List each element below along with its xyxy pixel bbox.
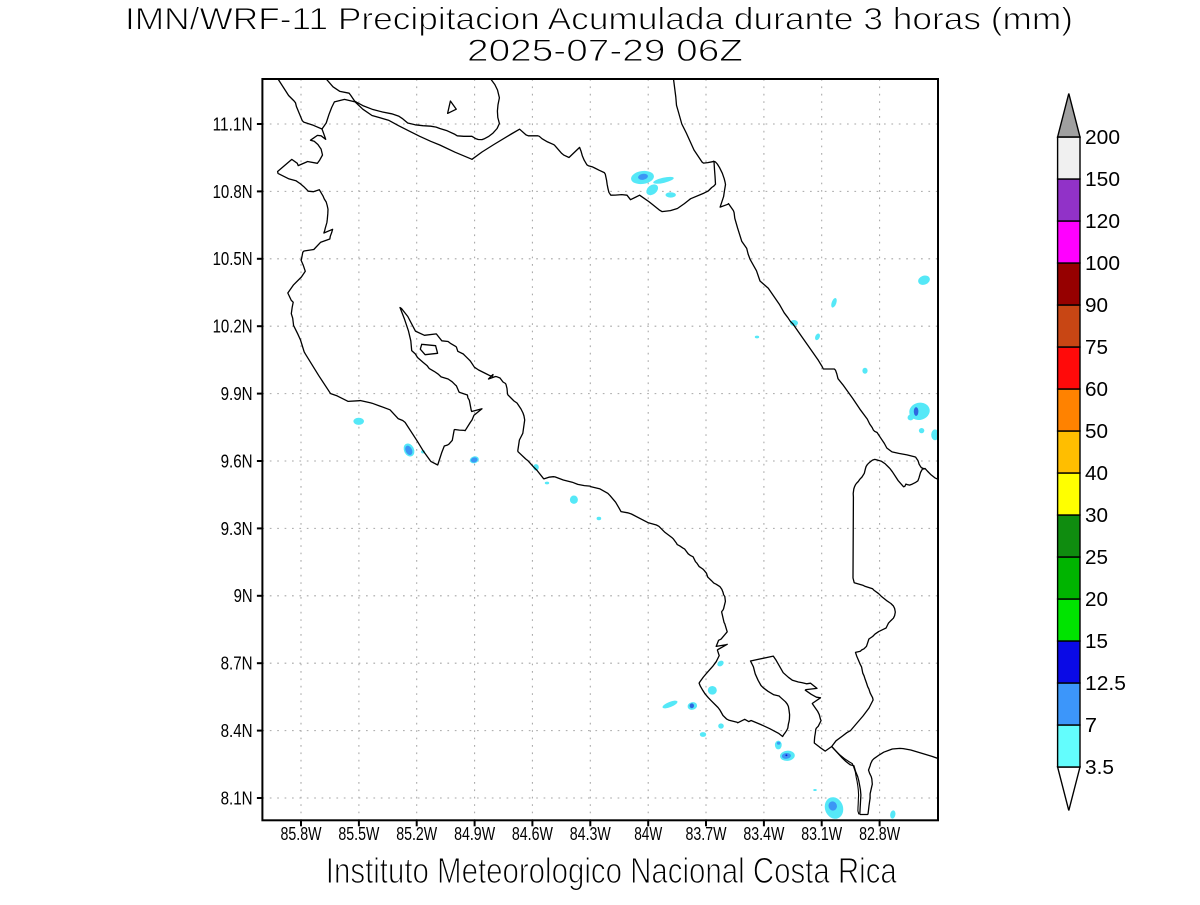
- svg-text:30: 30: [1085, 505, 1108, 527]
- svg-text:50: 50: [1085, 421, 1108, 443]
- svg-text:83.4W: 83.4W: [743, 824, 784, 844]
- svg-text:84.3W: 84.3W: [570, 824, 611, 844]
- svg-text:85.5W: 85.5W: [338, 824, 379, 844]
- svg-text:120: 120: [1085, 211, 1120, 233]
- svg-text:Instituto Meteorologico Nacion: Instituto Meteorologico Nacional Costa R…: [326, 850, 898, 891]
- svg-text:25: 25: [1085, 547, 1108, 569]
- svg-text:20: 20: [1085, 589, 1108, 611]
- svg-text:85.8W: 85.8W: [281, 824, 322, 844]
- svg-text:84.6W: 84.6W: [512, 824, 553, 844]
- svg-text:12.5: 12.5: [1085, 673, 1126, 695]
- svg-text:3.5: 3.5: [1085, 757, 1114, 779]
- svg-text:9.6N: 9.6N: [221, 451, 253, 471]
- svg-text:8.7N: 8.7N: [221, 654, 253, 674]
- svg-text:90: 90: [1085, 295, 1108, 317]
- svg-text:9.3N: 9.3N: [221, 519, 253, 539]
- svg-text:10.2N: 10.2N: [213, 317, 253, 337]
- svg-text:100: 100: [1085, 253, 1120, 275]
- svg-text:83.7W: 83.7W: [686, 824, 727, 844]
- svg-text:10.8N: 10.8N: [213, 182, 253, 202]
- svg-text:84W: 84W: [634, 824, 662, 844]
- svg-text:7: 7: [1085, 715, 1097, 737]
- svg-text:84.9W: 84.9W: [454, 824, 495, 844]
- svg-text:9.9N: 9.9N: [221, 384, 253, 404]
- svg-text:8.4N: 8.4N: [221, 721, 253, 741]
- svg-text:83.1W: 83.1W: [801, 824, 842, 844]
- svg-text:150: 150: [1085, 169, 1120, 191]
- svg-text:11.1N: 11.1N: [213, 114, 253, 134]
- svg-text:82.8W: 82.8W: [859, 824, 900, 844]
- svg-text:60: 60: [1085, 379, 1108, 401]
- svg-text:9N: 9N: [234, 586, 253, 606]
- svg-text:85.2W: 85.2W: [396, 824, 437, 844]
- svg-text:10.5N: 10.5N: [213, 249, 253, 269]
- svg-text:8.1N: 8.1N: [221, 788, 253, 808]
- svg-text:15: 15: [1085, 631, 1108, 653]
- svg-text:IMN/WRF-11 Precipitacion Acumu: IMN/WRF-11 Precipitacion Acumulada duran…: [125, 1, 1073, 37]
- svg-text:75: 75: [1085, 337, 1108, 359]
- svg-text:2025-07-29 06Z: 2025-07-29 06Z: [467, 32, 743, 68]
- svg-text:40: 40: [1085, 463, 1108, 485]
- svg-text:200: 200: [1085, 127, 1120, 149]
